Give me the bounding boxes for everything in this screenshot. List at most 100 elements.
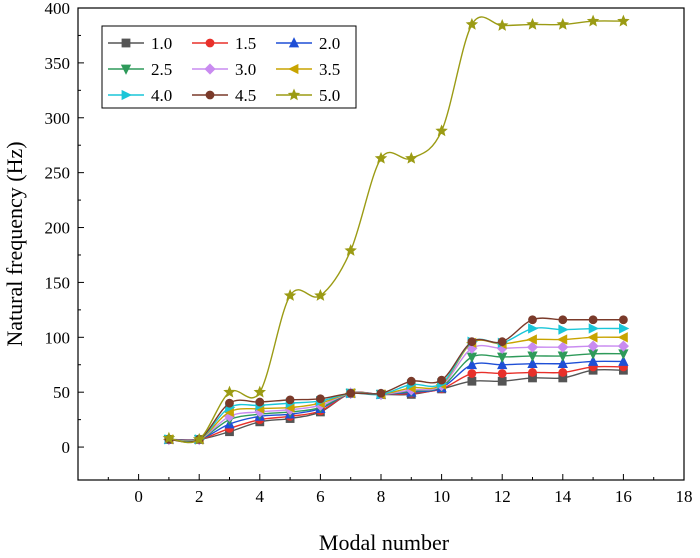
legend-item: 3.0 [192,60,256,79]
data-point [618,355,629,366]
legend-item: 2.0 [276,34,340,53]
data-point [466,358,478,370]
data-point [526,341,539,353]
data-point [495,19,509,31]
data-point [497,376,507,386]
data-point [255,397,265,407]
data-point [467,369,477,378]
legend: 1.0 1.5 2.0 2.5 3.0 3.5 4.0 4.5 5.0 [101,25,357,109]
x-tick-label: 18 [676,487,693,506]
series-line [168,16,624,444]
series-line [168,336,624,443]
data-point [344,244,357,256]
data-point [465,17,479,30]
legend-item: 4.0 [108,86,172,105]
series-4.0 [164,323,630,445]
data-point [619,315,628,325]
data-point [619,323,630,334]
x-tick-label: 4 [256,487,265,506]
data-point [406,376,416,386]
data-point [285,395,295,405]
legend-label: 1.0 [151,34,172,53]
data-point [192,432,206,445]
series-layer [162,14,630,446]
y-tick-label: 100 [45,328,71,347]
data-point [558,315,568,325]
data-point [225,398,234,408]
data-point [346,388,356,398]
y-tick-label: 400 [45,0,71,18]
data-point [588,323,599,334]
legend-label: 2.5 [151,60,172,79]
data-point [283,289,297,301]
data-point [557,341,569,353]
data-point [617,332,628,343]
data-point [558,368,568,377]
data-point [587,332,598,343]
data-point [497,337,507,347]
legend-marker [205,38,215,48]
legend-marker [121,89,132,101]
data-point [556,17,570,30]
legend-item: 1.0 [108,34,172,53]
data-point [315,394,325,404]
data-point [162,431,176,444]
legend-item: 4.5 [192,86,256,105]
legend-label: 3.5 [319,60,340,79]
data-point [557,357,568,369]
data-point [527,357,538,369]
legend-label: 4.0 [151,86,172,105]
series-line [168,344,624,442]
data-point [528,323,539,334]
legend-box [101,25,357,109]
series-line [168,317,624,443]
x-tick-label: 12 [494,487,511,506]
y-tick-label: 250 [45,164,71,183]
x-tick-label: 0 [134,487,143,506]
y-axis-title: Natural frequency (Hz) [2,141,27,346]
series-1.0 [164,365,628,444]
x-axis-title: Modal number [319,530,450,555]
legend-marker [287,88,301,101]
y-tick-label: 200 [45,219,71,238]
data-point [587,340,599,352]
legend-item: 2.5 [108,60,172,79]
legend-marker [204,63,216,75]
data-point [526,334,537,345]
x-tick-label: 6 [316,487,325,506]
legend-label: 5.0 [319,86,340,105]
data-point [528,368,537,377]
data-point [253,385,267,398]
data-point [558,324,569,335]
data-point [223,385,236,398]
x-tick-label: 10 [433,487,450,506]
y-tick-label: 350 [45,54,71,73]
legend-marker [288,37,300,48]
legend-marker [205,90,215,100]
data-point [526,17,539,30]
axes: 0 2 4 6 8 10 12 14 16 18 0 50 100 150 200 250 300 350 400 [45,0,693,506]
series-line [168,352,624,442]
data-point [376,388,386,398]
x-tick-label: 2 [195,487,204,506]
data-point [586,14,600,27]
data-point [405,151,418,164]
data-point [587,355,599,366]
x-tick-label: 16 [615,487,632,506]
legend-item: 1.5 [192,34,256,53]
legend-marker [120,64,132,75]
x-tick-label: 14 [554,487,572,506]
data-point [314,289,327,301]
series-4.5 [164,315,628,444]
legend-item: 3.5 [276,60,340,79]
x-tick-label: 8 [377,487,386,506]
legend-label: 2.0 [319,34,340,53]
y-tick-label: 0 [62,438,71,457]
data-point [466,352,478,363]
y-tick-label: 50 [53,383,70,402]
data-point [556,334,568,345]
legend-marker [288,63,299,75]
series-line [168,327,624,443]
data-point [588,315,598,325]
